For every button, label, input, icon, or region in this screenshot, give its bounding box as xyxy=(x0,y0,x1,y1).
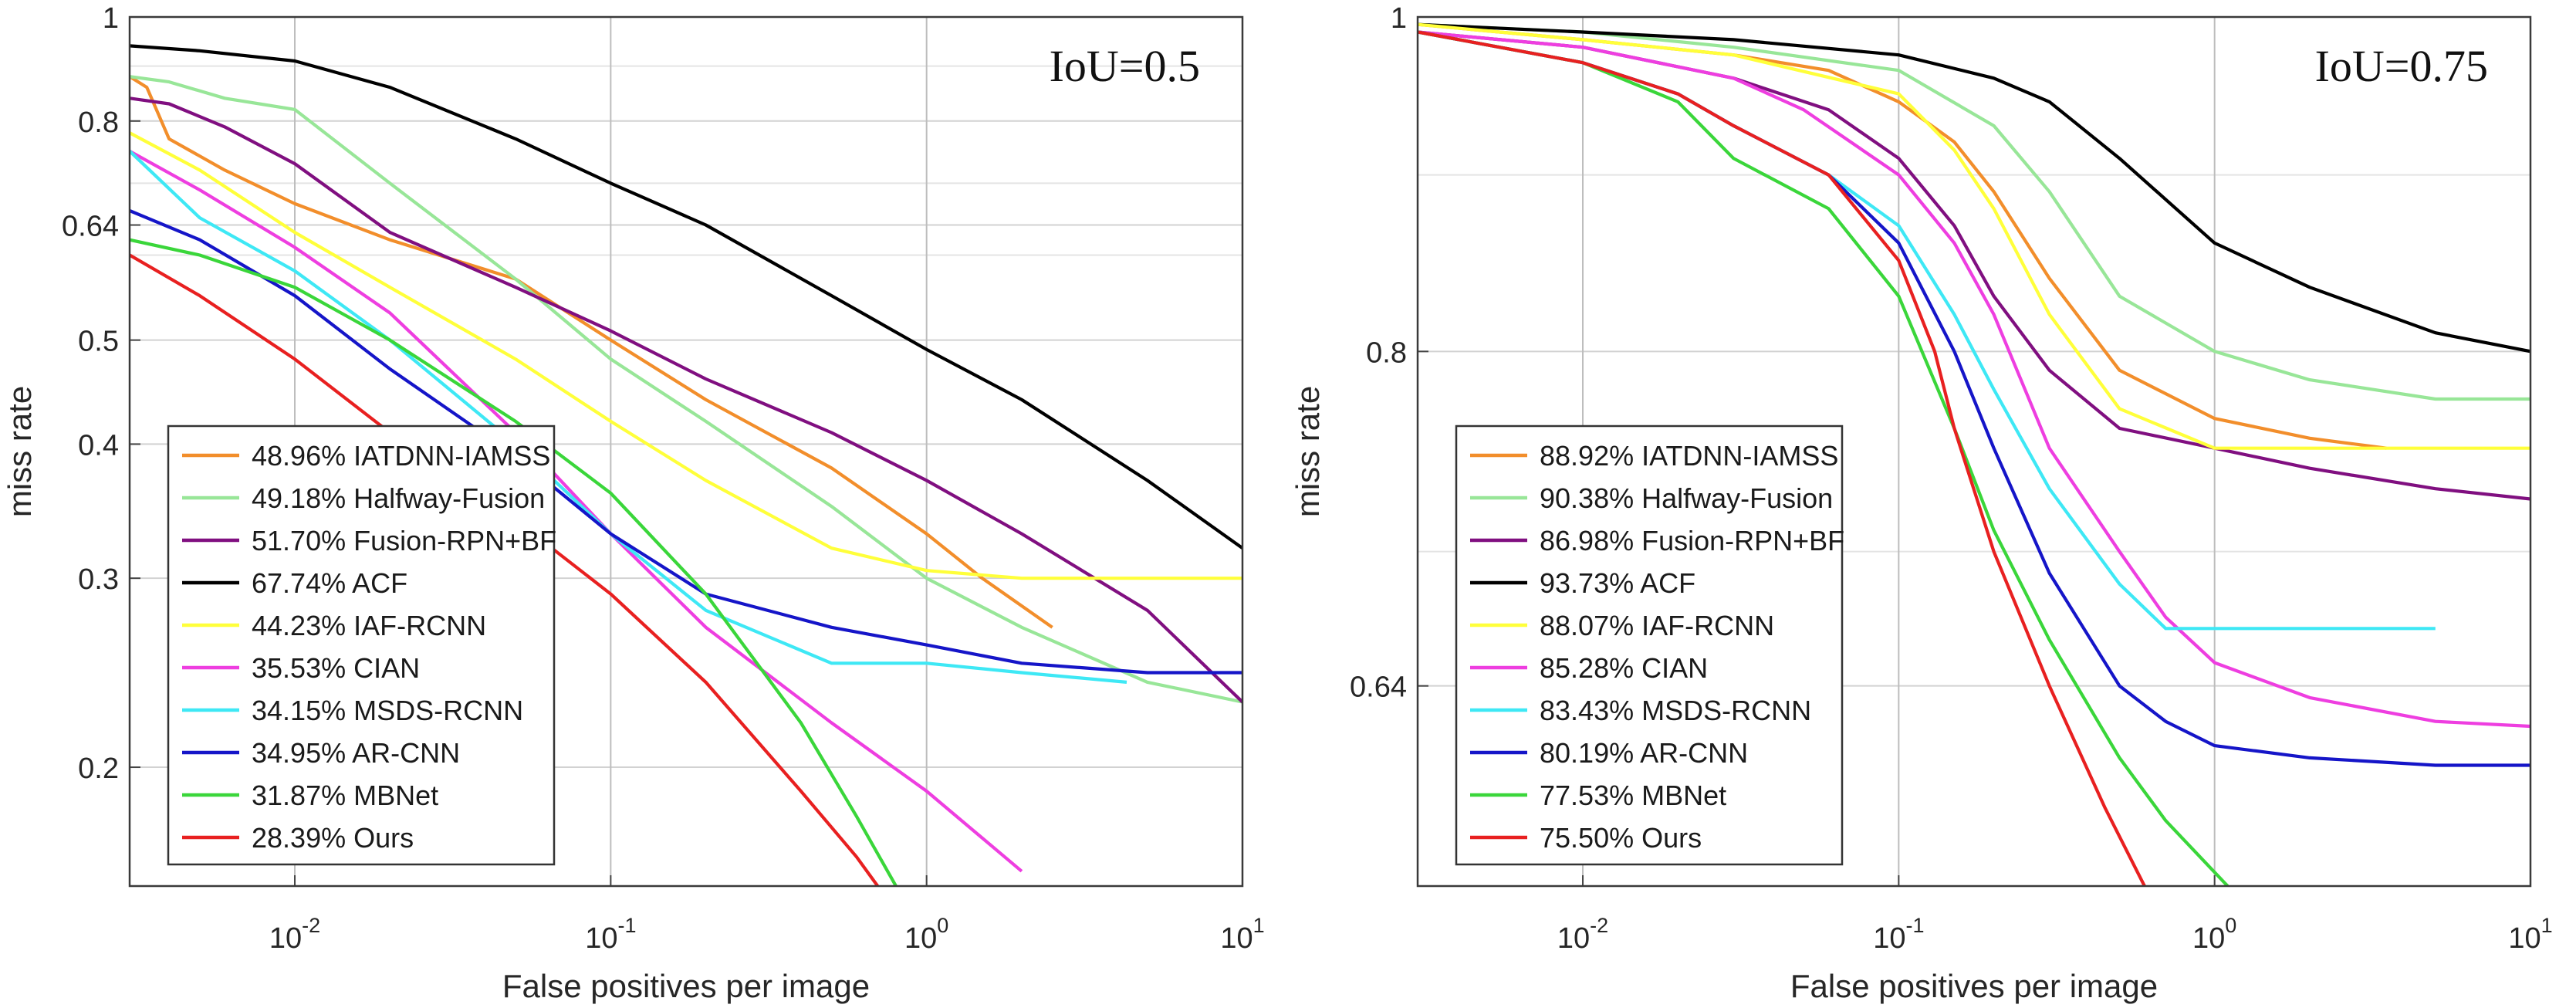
x-axis-label: False positives per image xyxy=(1790,968,2158,1004)
series-line-iaf-rcnn xyxy=(130,131,1242,580)
x-tick-base: 10 xyxy=(585,922,617,955)
legend-label: 88.07% IAF-RCNN xyxy=(1540,610,1774,641)
y-tick-label: 0.5 xyxy=(78,326,119,358)
series-line-ar-cnn xyxy=(130,209,1242,675)
y-axis-label: miss rate xyxy=(1290,386,1326,517)
legend-label: 49.18% Halfway-Fusion xyxy=(252,482,545,514)
x-tick-label: 100 xyxy=(2192,914,2236,955)
legend-label: 85.28% CIAN xyxy=(1540,652,1708,684)
legend-label: 67.74% ACF xyxy=(252,567,407,599)
legend-label: 86.98% Fusion-RPN+BF xyxy=(1540,525,1844,556)
x-tick-base: 10 xyxy=(269,922,302,955)
x-tick-label: 101 xyxy=(1220,914,1264,955)
legend-label: 44.23% IAF-RCNN xyxy=(252,610,486,641)
x-tick-base: 10 xyxy=(904,922,937,955)
y-tick-label: 0.2 xyxy=(78,753,119,785)
legend-label: 77.53% MBNet xyxy=(1540,780,1726,811)
series-line-cian xyxy=(130,149,1023,873)
x-tick-exponent: 0 xyxy=(2225,914,2236,937)
series-line-ours xyxy=(1418,30,2146,886)
series-line-fusion-rpn-bf xyxy=(130,96,1242,704)
x-tick-exponent: -2 xyxy=(302,914,320,937)
legend-label: 93.73% ACF xyxy=(1540,567,1695,599)
legend-label: 34.15% MSDS-RCNN xyxy=(252,695,523,726)
series-line-mbnet xyxy=(1418,30,2229,886)
legend-label: 48.96% IATDNN-IAMSS xyxy=(252,440,550,472)
series-line-iaf-rcnn xyxy=(1418,22,2530,450)
axes-box xyxy=(128,15,1244,888)
x-tick-exponent: 1 xyxy=(1253,914,1265,937)
x-tick-base: 10 xyxy=(1873,922,1905,955)
x-tick-exponent: -1 xyxy=(1905,914,1924,937)
legend-label: 90.38% Halfway-Fusion xyxy=(1540,482,1833,514)
x-tick-exponent: 1 xyxy=(2541,914,2553,937)
legend-label: 34.95% AR-CNN xyxy=(252,737,460,769)
series-line-ours xyxy=(130,253,880,886)
axes-box xyxy=(1416,15,2532,888)
series-line-acf xyxy=(1418,22,2530,353)
legend-label: 28.39% Ours xyxy=(252,822,414,854)
x-tick-label: 100 xyxy=(904,914,948,955)
y-tick-label: 1 xyxy=(103,2,119,35)
legend-box xyxy=(1455,425,1844,866)
x-tick-label: 10-1 xyxy=(1873,914,1924,955)
y-tick-label: 0.8 xyxy=(1366,337,1407,369)
series-line-mbnet xyxy=(130,238,898,886)
legend-label: 75.50% Ours xyxy=(1540,822,1702,854)
legend-label: 80.19% AR-CNN xyxy=(1540,737,1748,769)
x-tick-base: 10 xyxy=(1557,922,1590,955)
x-tick-exponent: -1 xyxy=(617,914,636,937)
x-tick-label: 10-2 xyxy=(269,914,320,955)
x-axis-label: False positives per image xyxy=(502,968,870,1004)
legend-label: 83.43% MSDS-RCNN xyxy=(1540,695,1811,726)
legend-label: 31.87% MBNet xyxy=(252,780,438,811)
legend: 48.96% IATDNN-IAMSS 49.18% Halfway-Fusion… xyxy=(167,425,556,866)
x-tick-exponent: 0 xyxy=(937,914,948,937)
x-tick-base: 10 xyxy=(1220,922,1253,955)
legend-label: 88.92% IATDNN-IAMSS xyxy=(1540,440,1838,472)
series-line-halfway-fusion xyxy=(130,75,1242,704)
y-tick-label: 0.64 xyxy=(1350,671,1407,704)
series-group xyxy=(130,44,1242,886)
series-line-cian xyxy=(1418,30,2530,729)
x-tick-exponent: -2 xyxy=(1590,914,1608,937)
y-tick-label: 1 xyxy=(1391,2,1407,35)
x-tick-label: 10-2 xyxy=(1557,914,1608,955)
series-line-halfway-fusion xyxy=(1418,22,2530,401)
y-tick-label: 0.4 xyxy=(78,429,119,462)
y-axis-label: miss rate xyxy=(2,386,38,517)
iou-annotation: IoU=0.5 xyxy=(1050,41,1200,91)
x-tick-label: 10-1 xyxy=(585,914,636,955)
series-line-acf xyxy=(130,44,1242,550)
x-tick-label: 101 xyxy=(2508,914,2552,955)
y-tick-label: 0.3 xyxy=(78,563,119,596)
y-tick-label: 0.8 xyxy=(78,107,119,139)
x-tick-base: 10 xyxy=(2192,922,2225,955)
y-tick-label: 0.64 xyxy=(62,211,119,243)
series-group xyxy=(1418,22,2530,886)
legend-label: 35.53% CIAN xyxy=(252,652,420,684)
legend: 88.92% IATDNN-IAMSS 90.38% Halfway-Fusion… xyxy=(1455,425,1844,866)
x-tick-base: 10 xyxy=(2508,922,2541,955)
legend-label: 51.70% Fusion-RPN+BF xyxy=(252,525,556,556)
iou-annotation: IoU=0.75 xyxy=(2315,41,2488,91)
